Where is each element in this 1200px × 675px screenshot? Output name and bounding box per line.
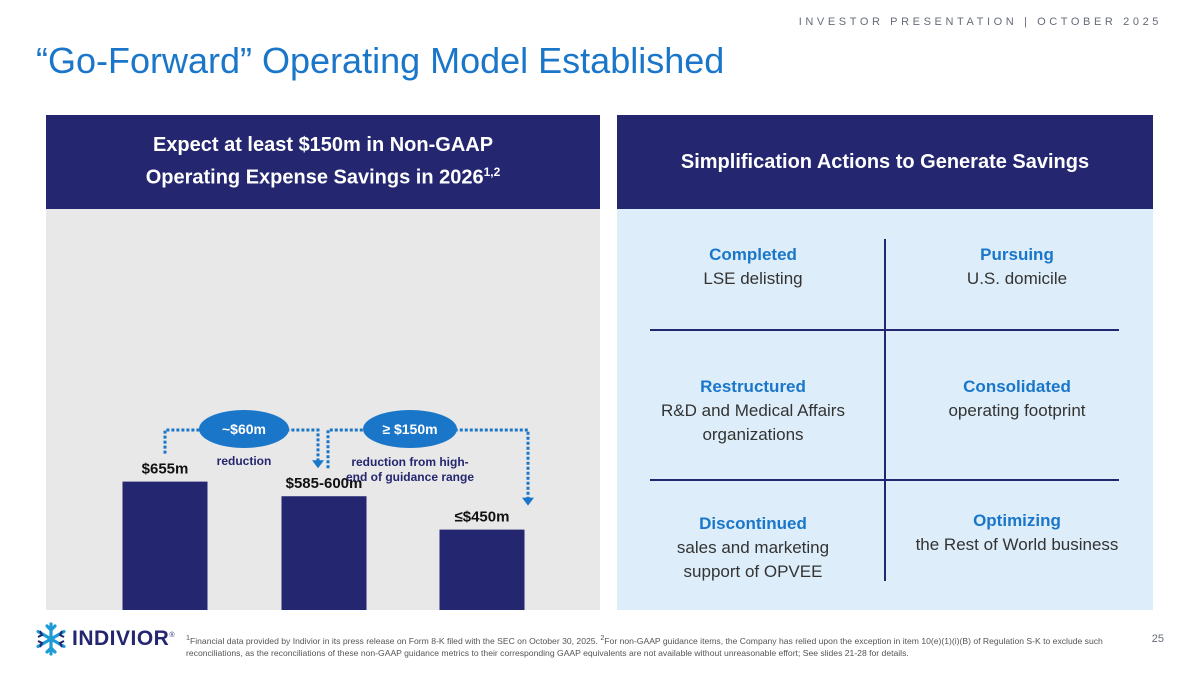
action-head: Restructured [700, 377, 806, 396]
savings-header-footnote-ref: 1,2 [483, 165, 501, 180]
action-pursuing: Pursuing U.S. domicile [900, 243, 1134, 291]
action-optimizing: Optimizing the Rest of World business [900, 509, 1134, 557]
badge-150m-label: ≥ $150m [382, 421, 437, 437]
logo-wordmark: INDIVIOR® [72, 627, 176, 650]
action-discontinued: Discontinued sales and marketing support… [636, 512, 870, 584]
simplification-panel-header: Simplification Actions to Generate Savin… [617, 115, 1153, 209]
action-completed: Completed LSE delisting [636, 243, 870, 291]
arrow-head-2025 [312, 460, 324, 469]
annotation-60m-text: reduction [217, 454, 272, 468]
annotation-150m-text: end of guidance range [346, 470, 474, 484]
annotation-150m-text: reduction from high- [351, 455, 468, 469]
opex-bar-chart: $655m2024$585-600m2025E≤$450m2026E~$60mr… [122, 410, 534, 610]
bar-2026E [439, 529, 525, 610]
grid-dividers [650, 239, 1119, 581]
slide-title: “Go-Forward” Operating Model Established [36, 40, 725, 81]
action-head: Pursuing [980, 245, 1054, 264]
value-label-2026E: ≤$450m [455, 509, 510, 526]
simplification-panel: Simplification Actions to Generate Savin… [617, 115, 1153, 610]
value-label-2025E: $585-600m [286, 475, 363, 492]
action-head: Discontinued [699, 514, 807, 533]
savings-header-line1: Expect at least $150m in Non-GAAP [152, 134, 494, 157]
header-tag: INVESTOR PRESENTATION | OCTOBER 2025 [798, 16, 1162, 28]
action-body: LSE delisting [703, 269, 803, 288]
action-body: support of OPVEE [683, 562, 823, 581]
footnote: 1Financial data provided by Indivior in … [186, 634, 1103, 658]
action-consolidated: Consolidated operating footprint [900, 375, 1134, 423]
savings-header-line2: Operating Expense Savings in 2026 [145, 166, 484, 189]
action-body: U.S. domicile [966, 269, 1068, 288]
action-body: sales and marketing [676, 538, 830, 557]
bar-2025E [281, 496, 367, 610]
savings-panel: Expect at least $150m in Non-GAAP Operat… [46, 115, 600, 610]
action-head: Completed [709, 245, 797, 264]
bar-2024 [122, 481, 208, 610]
arrow-head-2026 [522, 497, 534, 506]
badge-60m-label: ~$60m [222, 421, 266, 437]
savings-panel-header: Expect at least $150m in Non-GAAP Operat… [46, 115, 600, 209]
action-body: R&D and Medical Affairs [661, 401, 845, 420]
badge-150m [363, 410, 457, 448]
action-head: Optimizing [973, 511, 1061, 530]
action-head: Consolidated [963, 377, 1071, 396]
snowflake-logo-icon [36, 622, 66, 656]
badge-60m [199, 410, 289, 448]
value-label-2024: $655m [142, 461, 189, 478]
action-body: operating footprint [948, 401, 1086, 420]
company-logo: INDIVIOR® [34, 622, 175, 656]
action-restructured: Restructured R&D and Medical Affairs org… [636, 375, 870, 447]
action-body: organizations [702, 425, 804, 444]
page-number: 25 [1151, 633, 1164, 645]
action-body: the Rest of World business [915, 535, 1119, 554]
actions-grid: Completed LSE delisting Pursuing U.S. do… [617, 209, 1153, 610]
